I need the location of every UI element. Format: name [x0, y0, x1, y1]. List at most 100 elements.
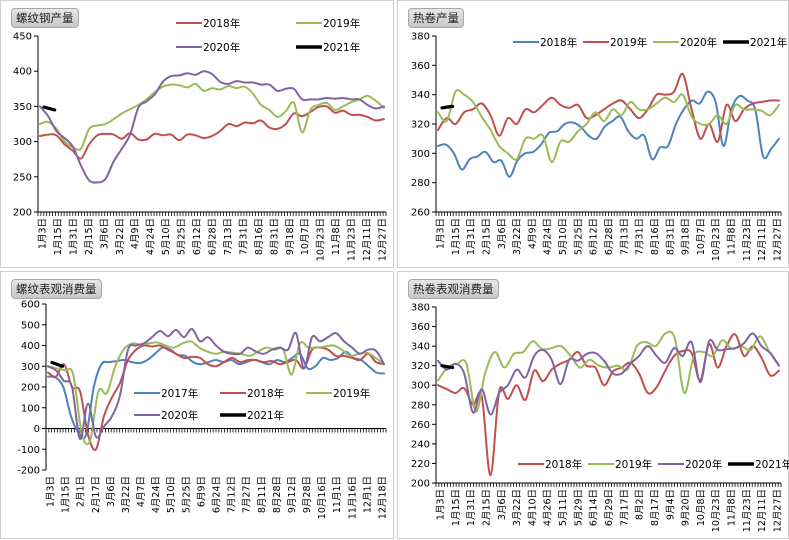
x-tick-label: 7月17日: [619, 489, 630, 526]
chart-panel-rebar-output: 螺纹钢产量 200 250 300 350 400 450 1月3日 1月15日 1月31日 2月…: [0, 0, 394, 268]
x-tick-label: 11月1日: [332, 476, 343, 513]
y-tick-label: 400: [21, 341, 40, 352]
x-tick-label: 5月25日: [181, 476, 192, 513]
x-tick-label: 7月27日: [242, 476, 253, 513]
x-tick-label: 3月6日: [497, 218, 508, 249]
x-tick-label: 12月11日: [757, 218, 768, 261]
y-tick-label: 240: [411, 439, 430, 450]
x-tick-label: 3月22日: [115, 218, 126, 255]
y-tick-label: 300: [411, 381, 430, 392]
chart-title-badge: 热卷表观消费量: [408, 279, 499, 299]
legend-label: 2021年: [247, 409, 284, 422]
series-line-2021: [440, 364, 455, 370]
x-tick-label: 3月6日: [497, 489, 508, 520]
legend-label: 2018年: [540, 36, 577, 49]
chart-panel-hot-coil-output: 热卷产量 260 280 300 320 340 360 380 1月3日 1月15日 1月31日…: [397, 0, 789, 268]
legend-item: 2020年: [653, 36, 717, 49]
legend-item: 2018年: [518, 458, 582, 471]
legend-item: 2019年: [296, 17, 360, 30]
y-tick-label: 280: [411, 400, 430, 411]
x-tick-label: 7月31日: [238, 218, 249, 255]
y-tick-label: 600: [21, 300, 40, 311]
x-tick-label: 9月20日: [681, 489, 692, 526]
legend-item: 2018年: [513, 36, 577, 49]
y-tick-label: 360: [411, 61, 430, 72]
x-tick-label: 4月24日: [151, 476, 162, 513]
legend-item: 2020年: [134, 409, 198, 422]
x-tick-label: 9月4日: [665, 489, 676, 520]
chart-svg: 200 220 240 260 280 300 320 340 360 380 1月3日 1月15日 1…: [411, 303, 789, 533]
y-tick-label: 250: [13, 172, 32, 183]
legend-item: 2021年: [728, 458, 789, 471]
y-tick-label: 350: [13, 102, 32, 113]
x-tick-label: 2月15日: [84, 218, 95, 255]
y-tick-label: 450: [13, 32, 32, 43]
x-tick-label: 5月10日: [558, 218, 569, 255]
x-tick-label: 9月18日: [285, 218, 296, 255]
x-tick-label: 7月13日: [619, 218, 630, 255]
x-tick-label: 12月18日: [378, 476, 389, 519]
x-tick-label: 10月23日: [316, 218, 327, 261]
y-tick-label: 100: [21, 403, 40, 414]
x-tick-label: 10月8日: [696, 489, 707, 526]
x-tick-label: 8月17日: [650, 489, 661, 526]
legend-label: 2019年: [610, 36, 647, 49]
x-tick-label: 5月25日: [177, 218, 188, 255]
x-tick-label: 5月10日: [161, 218, 172, 255]
series-line-2020: [437, 89, 780, 164]
y-tick-label: 340: [411, 90, 430, 101]
legend-item: 2021年: [220, 409, 284, 422]
y-tick-label: 200: [13, 208, 32, 219]
legend-label: 2021年: [755, 458, 789, 471]
x-tick-label: 2月15日: [481, 489, 492, 526]
x-tick-label: 8月16日: [254, 218, 265, 255]
legend-label: 2018年: [203, 17, 240, 30]
x-tick-label: 6月28日: [604, 218, 615, 255]
series-line-2019: [47, 340, 385, 446]
chart-panel-rebar-consumption: 螺纹表观消费量 -200 -100 0 100 200 300 400 500 600 1月3日 1…: [0, 271, 394, 539]
chart-svg: -200 -100 0 100 200 300 400 500 600 1月3日 1月15日 2月1日…: [17, 300, 389, 520]
y-tick-label: 260: [411, 420, 430, 431]
x-tick-label: 4月24日: [146, 218, 157, 255]
y-tick-label: 280: [411, 178, 430, 189]
x-tick-label: 10月7日: [696, 218, 707, 255]
x-tick-label: 12月27日: [773, 489, 784, 532]
legend-item: 2018年: [220, 387, 284, 400]
x-tick-label: 7月31日: [635, 218, 646, 255]
legend-label: 2018年: [247, 387, 284, 400]
y-tick-label: 300: [13, 137, 32, 148]
legend-item: 2017年: [134, 387, 198, 400]
x-tick-label: 1月3日: [436, 489, 447, 520]
x-tick-label: 1月3日: [436, 218, 447, 249]
chart-title-badge: 螺纹表观消费量: [11, 279, 102, 299]
x-tick-label: 3月6日: [99, 218, 110, 249]
x-tick-label: 7月12日: [227, 476, 238, 513]
x-tick-label: 6月12日: [192, 218, 203, 255]
x-tick-label: 6月12日: [589, 218, 600, 255]
series-line-2018: [39, 104, 385, 160]
y-tick-label: 300: [411, 149, 430, 160]
legend-label: 2019年: [615, 458, 652, 471]
legend-label: 2019年: [323, 17, 360, 30]
y-tick-label: -100: [17, 445, 40, 456]
x-tick-label: 10月23日: [711, 489, 722, 532]
x-tick-label: 3月22日: [121, 476, 132, 513]
x-tick-label: 5月29日: [573, 489, 584, 526]
legend-label: 2020年: [685, 458, 722, 471]
x-tick-label: 1月3日: [38, 218, 49, 249]
series-line-2020: [39, 70, 385, 184]
x-tick-label: 1月31日: [68, 218, 79, 255]
series-line-2018: [437, 333, 780, 477]
chart-panel-hot-coil-consumption: 热卷表观消费量 200 220 240 260 280 300 320 340 360 380 1月…: [397, 271, 789, 539]
legend-label: 2019年: [333, 387, 370, 400]
legend-item: 2019年: [588, 458, 652, 471]
legend-label: 2020年: [680, 36, 717, 49]
legend-item: 2020年: [658, 458, 722, 471]
series-line-2021: [50, 360, 65, 368]
x-tick-label: 11月23日: [742, 218, 753, 261]
x-tick-label: 11月23日: [742, 489, 753, 532]
legend-item: 2021年: [296, 41, 360, 54]
series-line-2019: [437, 330, 780, 413]
y-tick-label: 0: [34, 424, 40, 435]
x-tick-label: 1月15日: [53, 218, 64, 255]
